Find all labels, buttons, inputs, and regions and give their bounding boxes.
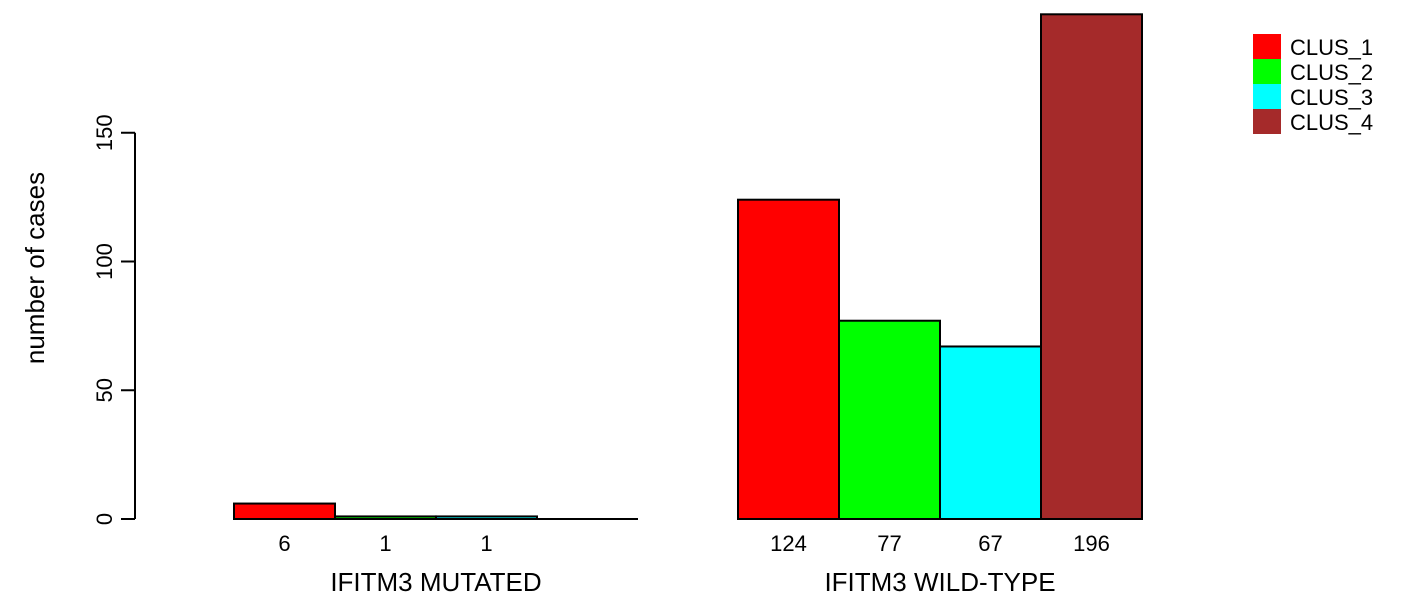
- legend-label: CLUS_3: [1290, 85, 1373, 110]
- legend-swatch: [1253, 34, 1281, 59]
- legend-swatch: [1253, 84, 1281, 109]
- group-label: IFITM3 WILD-TYPE: [824, 567, 1055, 597]
- bar-value-label: 196: [1073, 531, 1110, 556]
- y-tick-label: 100: [92, 243, 117, 280]
- bar-group: 124 77 67 196 IFITM3 WILD-TYPE: [737, 13, 1143, 597]
- legend-label: CLUS_4: [1290, 110, 1373, 135]
- y-axis-title: number of cases: [20, 172, 50, 364]
- y-tick-label: 50: [92, 378, 117, 402]
- legend-label: CLUS_1: [1290, 35, 1373, 60]
- bar-group: 6 1 1 IFITM3 MUTATED: [233, 502, 638, 597]
- bar: [1040, 13, 1143, 521]
- y-tick-label: 0: [92, 513, 117, 525]
- bar-value-label: 1: [379, 531, 391, 556]
- bar: [334, 515, 437, 520]
- legend-label: CLUS_2: [1290, 60, 1373, 85]
- bar-value-label: 67: [978, 531, 1002, 556]
- bar: [233, 502, 336, 520]
- legend-swatch: [1253, 109, 1281, 134]
- group-label: IFITM3 MUTATED: [330, 567, 541, 597]
- bar-value-label: 6: [278, 531, 290, 556]
- y-tick-label: 150: [92, 114, 117, 151]
- bar: [838, 319, 941, 520]
- bar-value-label: 124: [770, 531, 807, 556]
- bar: [939, 345, 1042, 520]
- bar-groups: 6 1 1 IFITM3 MUTATED 124 77 67 196 IFITM3 WILD-T…: [233, 13, 1143, 597]
- bar: [435, 515, 538, 520]
- y-axis: 0 50 100 150: [92, 114, 136, 525]
- bar-value-label: 1: [480, 531, 492, 556]
- legend-swatch: [1253, 59, 1281, 84]
- bar-value-label: 77: [877, 531, 901, 556]
- bar: [737, 198, 840, 520]
